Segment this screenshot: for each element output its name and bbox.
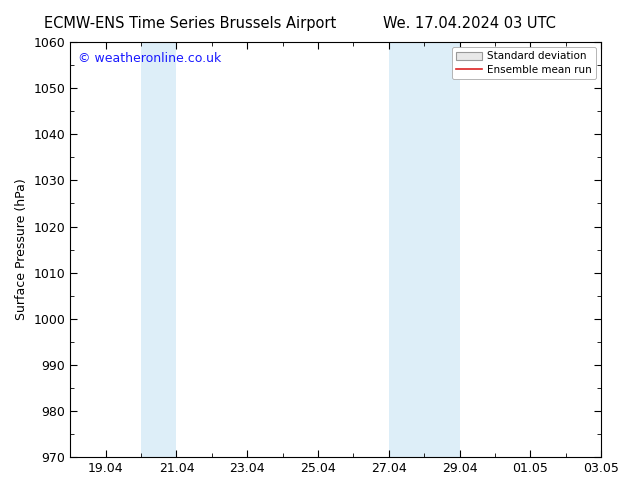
Text: © weatheronline.co.uk: © weatheronline.co.uk (78, 52, 221, 66)
Text: ECMW-ENS Time Series Brussels Airport: ECMW-ENS Time Series Brussels Airport (44, 16, 336, 31)
Legend: Standard deviation, Ensemble mean run: Standard deviation, Ensemble mean run (451, 47, 596, 79)
Bar (389, 42, 460, 457)
Text: We. 17.04.2024 03 UTC: We. 17.04.2024 03 UTC (383, 16, 555, 31)
Y-axis label: Surface Pressure (hPa): Surface Pressure (hPa) (15, 179, 28, 320)
Bar (141, 42, 176, 457)
